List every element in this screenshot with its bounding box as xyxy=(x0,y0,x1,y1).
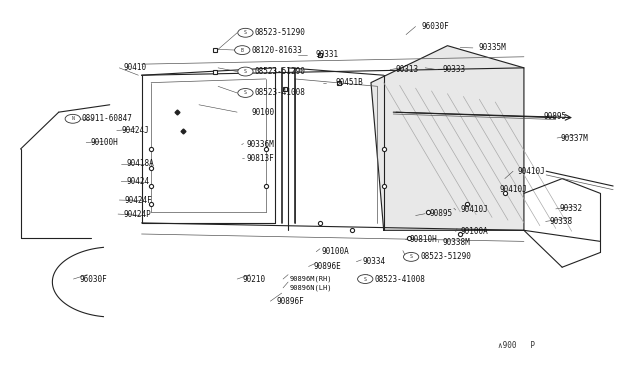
Text: 90410J: 90410J xyxy=(460,205,488,215)
Text: 08523-41008: 08523-41008 xyxy=(374,275,425,283)
Text: 90100A: 90100A xyxy=(460,227,488,236)
Circle shape xyxy=(235,46,250,55)
Text: 90338M: 90338M xyxy=(442,238,470,247)
Text: S: S xyxy=(410,254,413,259)
Text: 90331: 90331 xyxy=(316,51,339,60)
Text: S: S xyxy=(244,30,247,35)
Text: 96030F: 96030F xyxy=(79,275,107,283)
Text: 90896N(LH): 90896N(LH) xyxy=(290,285,333,291)
Circle shape xyxy=(358,275,373,283)
Text: 08120-81633: 08120-81633 xyxy=(251,46,302,55)
Text: 08523-51290: 08523-51290 xyxy=(420,252,471,262)
Text: 90410J: 90410J xyxy=(518,167,545,176)
Text: 90336M: 90336M xyxy=(246,140,275,149)
Text: 90896M(RH): 90896M(RH) xyxy=(290,276,333,282)
Text: 08523-51290: 08523-51290 xyxy=(254,28,305,37)
Polygon shape xyxy=(371,46,524,230)
Text: 90333: 90333 xyxy=(443,65,466,74)
Text: 90410: 90410 xyxy=(124,63,147,72)
Text: 90100H: 90100H xyxy=(91,138,118,147)
Circle shape xyxy=(403,253,419,261)
Text: 90896F: 90896F xyxy=(276,297,305,306)
Text: 90810H: 90810H xyxy=(410,235,438,244)
Text: 90424P: 90424P xyxy=(123,209,151,219)
Text: 90337M: 90337M xyxy=(561,134,589,142)
Text: 08523-51290: 08523-51290 xyxy=(254,67,305,76)
Circle shape xyxy=(238,67,253,76)
Text: 90895: 90895 xyxy=(429,209,452,218)
Text: 90895: 90895 xyxy=(543,112,566,121)
Text: 90313: 90313 xyxy=(395,65,419,74)
Text: 90813F: 90813F xyxy=(246,154,275,163)
Text: 96030F: 96030F xyxy=(422,22,450,31)
Text: 90410J: 90410J xyxy=(500,185,527,194)
Text: 90424F: 90424F xyxy=(124,196,152,205)
Text: ∧900   P: ∧900 P xyxy=(499,341,536,350)
Text: 90210: 90210 xyxy=(243,275,266,283)
Text: S: S xyxy=(244,90,247,96)
Text: 90424: 90424 xyxy=(126,177,149,186)
Text: 90418A: 90418A xyxy=(126,159,154,169)
Text: 90100: 90100 xyxy=(252,108,275,117)
Text: 90424J: 90424J xyxy=(122,126,150,135)
Text: 90338: 90338 xyxy=(549,217,573,226)
Text: 08523-41008: 08523-41008 xyxy=(254,89,305,97)
Text: 90335M: 90335M xyxy=(478,44,506,52)
Text: 90451B: 90451B xyxy=(335,78,363,87)
Text: B: B xyxy=(241,48,244,52)
Text: S: S xyxy=(364,276,367,282)
Text: N: N xyxy=(71,116,74,121)
Text: 90334: 90334 xyxy=(363,257,386,266)
Circle shape xyxy=(65,114,81,123)
Text: 90100A: 90100A xyxy=(321,247,349,256)
Text: 08911-60847: 08911-60847 xyxy=(82,114,132,123)
Circle shape xyxy=(238,89,253,97)
Circle shape xyxy=(238,28,253,37)
Text: 90896E: 90896E xyxy=(314,262,341,271)
Text: S: S xyxy=(244,69,247,74)
Text: 90332: 90332 xyxy=(559,204,583,214)
